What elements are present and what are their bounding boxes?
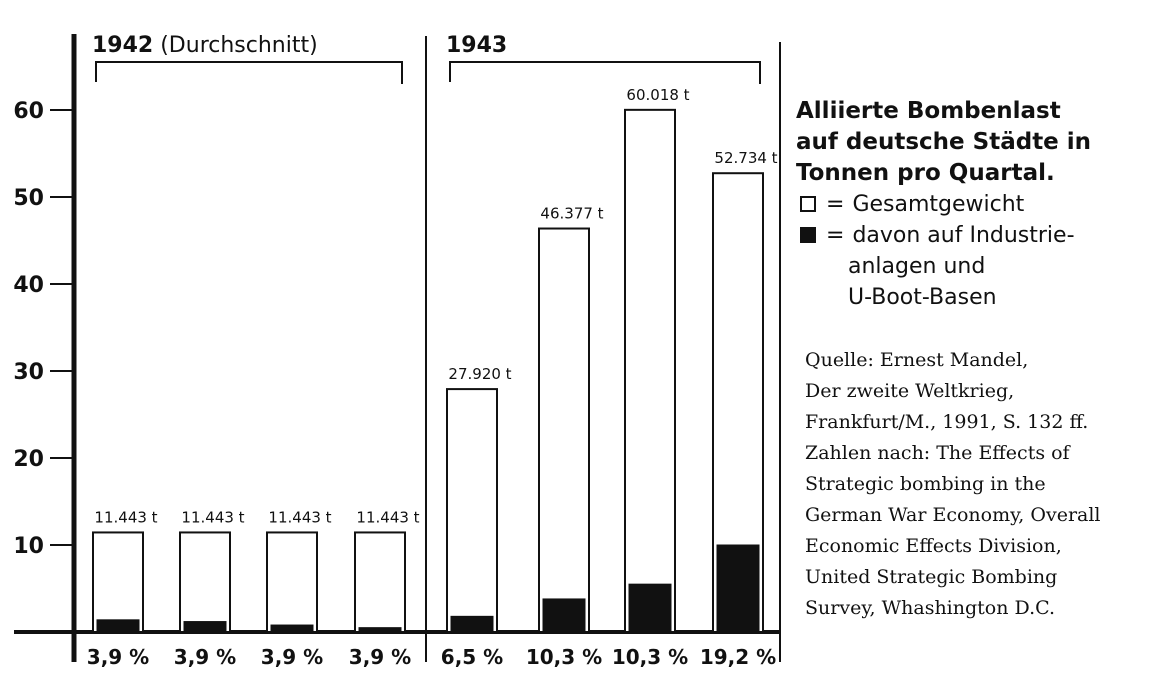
legend-equals-2: = — [826, 223, 845, 248]
bar-value-label: 11.443 t — [268, 508, 331, 526]
bar-total — [179, 531, 231, 634]
legend-swatch-filled-icon — [800, 227, 816, 243]
source-line: Frankfurt/M., 1991, S. 132 ff. — [805, 411, 1089, 433]
group-bracket — [449, 61, 761, 84]
source-line: Der zweite Weltkrieg, — [805, 380, 1015, 402]
bar-percent-label: 19,2 % — [700, 645, 776, 669]
legend-label-total: Gesamtgewicht — [852, 192, 1025, 217]
y-tick-label: 20 — [13, 447, 44, 472]
legend-label-part-1: davon auf Industrie- — [852, 223, 1075, 248]
bar-value-label: 11.443 t — [181, 508, 244, 526]
source-line: Survey, Whashington D.C. — [805, 597, 1056, 619]
bar-total — [266, 531, 318, 634]
bar-part — [183, 621, 227, 633]
legend-title-line-1: Alliierte Bombenlast — [796, 98, 1061, 124]
source-line: Strategic bombing in the — [805, 473, 1046, 495]
source-note: Quelle: Ernest Mandel, Der zweite Weltkr… — [805, 345, 1157, 624]
source-line: German War Economy, Overall — [805, 504, 1101, 526]
legend-swatch-empty-icon — [800, 196, 816, 212]
legend-entry-total: = Gesamtgewicht — [796, 189, 1156, 220]
y-tick-label: 60 — [13, 99, 44, 124]
y-tick-label: 40 — [13, 273, 44, 298]
bar-total — [446, 388, 498, 634]
bar-total — [624, 108, 676, 634]
legend-title-line-2: auf deutsche Städte in — [796, 129, 1092, 155]
source-line: United Strategic Bombing — [805, 566, 1058, 588]
bar-part — [358, 627, 402, 633]
group-label: 1943 — [446, 33, 507, 58]
legend-label-part-3: U-Boot-Basen — [848, 285, 997, 310]
bar-part — [270, 624, 314, 633]
group-label-year: 1942 — [92, 33, 153, 58]
bar-total — [92, 531, 144, 634]
group-label-note: (Durchschnitt) — [153, 33, 317, 58]
bar-total — [354, 531, 406, 634]
bars — [92, 108, 764, 634]
source-line: Quelle: Ernest Mandel, — [805, 349, 1029, 371]
bar-percent-label: 6,5 % — [441, 645, 503, 669]
bar-part — [716, 544, 760, 633]
bar-percent-label: 3,9 % — [261, 645, 323, 669]
bar-total — [538, 227, 590, 633]
legend-equals: = — [826, 192, 845, 217]
bar-value-label: 60.018 t — [626, 86, 689, 104]
group-label: 1942 (Durchschnitt) — [92, 33, 318, 58]
y-tick-label: 30 — [13, 360, 44, 385]
bar-part — [628, 583, 672, 633]
group-brackets — [95, 61, 761, 84]
group-bracket — [95, 61, 403, 84]
bar-value-label: 46.377 t — [540, 205, 603, 223]
group-label-year: 1943 — [446, 33, 507, 58]
labels: 10 20 30 40 50 60 1942 (Durchschnitt) 1943 11.44… — [13, 33, 777, 669]
source-line: Economic Effects Division, — [805, 535, 1062, 557]
legend-title-line-3: Tonnen pro Quartal. — [796, 160, 1055, 186]
bar-value-label: 11.443 t — [94, 508, 157, 526]
bar-percent-label: 10,3 % — [526, 645, 602, 669]
source-line: Zahlen nach: The Effects of — [805, 442, 1070, 464]
bar-part — [450, 615, 494, 633]
legend-entry-part: = davon auf Industrie- — [796, 220, 1156, 251]
bar-percent-label: 3,9 % — [174, 645, 236, 669]
legend-label-part-2: anlagen und — [848, 254, 986, 279]
bar-value-label: 52.734 t — [714, 149, 777, 167]
y-tick-label: 50 — [13, 186, 44, 211]
bar-percent-label: 3,9 % — [349, 645, 411, 669]
bar-value-label: 27.920 t — [448, 365, 511, 383]
legend: Alliierte Bombenlast auf deutsche Städte… — [796, 96, 1156, 313]
bar-part — [96, 619, 140, 633]
bar-part — [542, 598, 586, 633]
bar-value-label: 11.443 t — [356, 508, 419, 526]
bar-percent-label: 10,3 % — [612, 645, 688, 669]
y-tick-label: 10 — [13, 534, 44, 559]
bar-percent-label: 3,9 % — [87, 645, 149, 669]
